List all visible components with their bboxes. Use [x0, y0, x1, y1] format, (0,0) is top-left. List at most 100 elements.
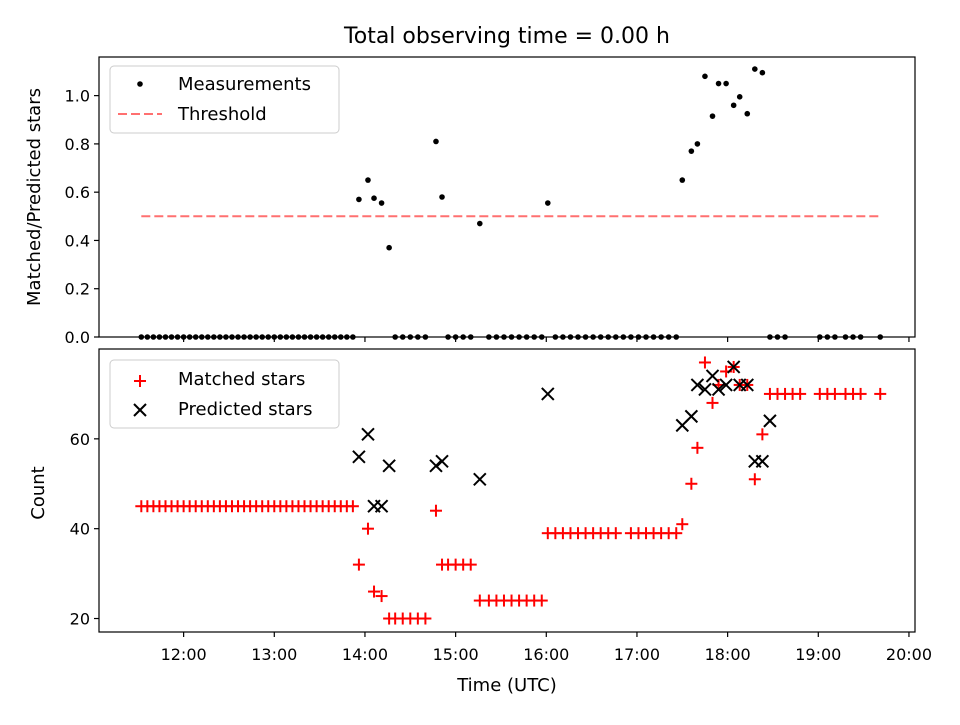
measurement-point — [694, 141, 701, 147]
legend-predicted-marker — [133, 403, 147, 417]
matched-star-point — [419, 612, 432, 625]
matched-star-point — [375, 590, 388, 603]
top-legend-box — [109, 65, 340, 134]
measurement-point — [736, 94, 743, 100]
top-y-tick-label: 0.0 — [65, 328, 90, 347]
matched-star-point — [429, 504, 442, 517]
top-plot-series — [138, 66, 884, 340]
matched-star-point — [361, 522, 374, 535]
top-axis-ticks: 0.0 0.2 0.4 0.6 0.8 1.0 — [65, 87, 910, 347]
measurement-point — [702, 73, 708, 80]
predicted-star-point — [719, 378, 733, 392]
x-tick-label: 18:00 — [705, 645, 751, 664]
measurement-point — [545, 200, 551, 206]
predicted-star-point — [690, 378, 705, 392]
measurement-point — [378, 200, 385, 206]
bottom-plot-frame — [98, 348, 916, 633]
predicted-star-point — [705, 369, 720, 383]
measurement-point — [688, 148, 695, 154]
bottom-legend: Matched stars Predicted stars — [109, 359, 340, 429]
top-y-tick-label: 0.2 — [65, 280, 90, 299]
x-tick-label: 17:00 — [614, 645, 660, 664]
x-tick-label: 16:00 — [523, 645, 569, 664]
matched-star-point — [756, 428, 769, 441]
predicted-star-point — [763, 414, 777, 428]
bottom-plot-series — [135, 356, 887, 625]
matched-star-point — [828, 387, 841, 400]
legend-matched-marker — [134, 375, 146, 387]
measurement-point — [752, 66, 758, 72]
legend-measurements-marker — [137, 81, 143, 87]
measurement-point — [759, 69, 766, 76]
measurement-point — [365, 177, 371, 183]
top-plot-frame — [98, 56, 916, 338]
measurement-point — [433, 138, 439, 145]
measurement-point — [477, 220, 483, 227]
matched-star-point — [676, 518, 689, 531]
count-panel: Count Time (UTC) 20 40 60 12:00 13:00 14:00 15… — [28, 348, 932, 696]
matched-star-point — [794, 387, 807, 400]
matched-star-point — [698, 356, 711, 369]
predicted-star-point — [361, 427, 375, 442]
predicted-star-point — [711, 382, 726, 397]
matched-star-point — [609, 527, 622, 540]
bottom-y-axis-label: Count — [28, 466, 49, 519]
predicted-star-point — [435, 454, 449, 469]
x-tick-label: 13:00 — [251, 645, 297, 664]
matched-star-point — [854, 387, 867, 400]
legend-threshold-label: Threshold — [177, 104, 267, 125]
chart-title: Total observing time = 0.00 h — [343, 24, 670, 49]
legend-predicted-label: Predicted stars — [178, 399, 312, 420]
top-y-tick-label: 0.8 — [65, 135, 90, 154]
bottom-y-tick-label: 20 — [70, 610, 90, 629]
predicted-star-point — [352, 450, 366, 464]
predicted-star-point — [698, 382, 712, 397]
top-legend: Measurements Threshold — [109, 65, 340, 134]
predicted-star-point — [726, 360, 741, 374]
x-tick-label: 14:00 — [342, 645, 388, 664]
measurement-point — [386, 244, 392, 251]
matched-star-point — [464, 558, 477, 571]
measurement-point — [744, 110, 751, 117]
matched-star-point — [535, 594, 548, 607]
matched-star-point — [874, 387, 887, 400]
matched-star-point — [748, 473, 761, 486]
matched-star-point — [706, 396, 719, 409]
predicted-star-point — [541, 387, 555, 401]
matched-star-point — [685, 477, 698, 490]
predicted-star-point — [684, 409, 699, 424]
x-tick-label: 15:00 — [433, 645, 479, 664]
predicted-star-point — [382, 459, 396, 473]
top-y-tick-label: 1.0 — [65, 87, 90, 106]
measurement-point — [439, 194, 445, 200]
predicted-star-point — [429, 459, 443, 473]
measurement-point — [715, 80, 722, 87]
matched-star-point — [368, 585, 381, 598]
matched-star-point — [352, 558, 365, 571]
matched-star-point — [346, 500, 359, 513]
predicted-star-point — [755, 454, 770, 469]
x-tick-label: 20:00 — [886, 645, 932, 664]
x-tick-label: 19:00 — [795, 645, 841, 664]
measurement-point — [709, 113, 716, 119]
bottom-y-tick-label: 40 — [70, 520, 90, 539]
measurement-point — [356, 196, 362, 203]
predicted-star-point — [374, 499, 389, 513]
measurement-point — [371, 195, 377, 202]
top-y-tick-label: 0.4 — [65, 231, 90, 250]
predicted-star-point — [740, 378, 754, 392]
bottom-legend-box — [109, 359, 340, 429]
top-y-axis-label: Matched/Predicted stars — [24, 88, 45, 306]
ratio-panel: Total observing time = 0.00 h Matched/Pr… — [24, 24, 916, 347]
predicted-star-point — [473, 472, 487, 486]
measurement-point — [723, 80, 729, 87]
legend-matched-label: Matched stars — [178, 369, 305, 390]
bottom-axis-ticks: 20 40 60 12:00 13:00 14:00 15:00 16:00 17:00 18:0… — [70, 430, 932, 664]
bottom-y-tick-label: 60 — [70, 430, 90, 449]
measurement-point — [730, 102, 737, 109]
matched-star-point — [670, 527, 683, 540]
measurement-point — [679, 177, 686, 183]
matched-star-point — [691, 441, 704, 454]
